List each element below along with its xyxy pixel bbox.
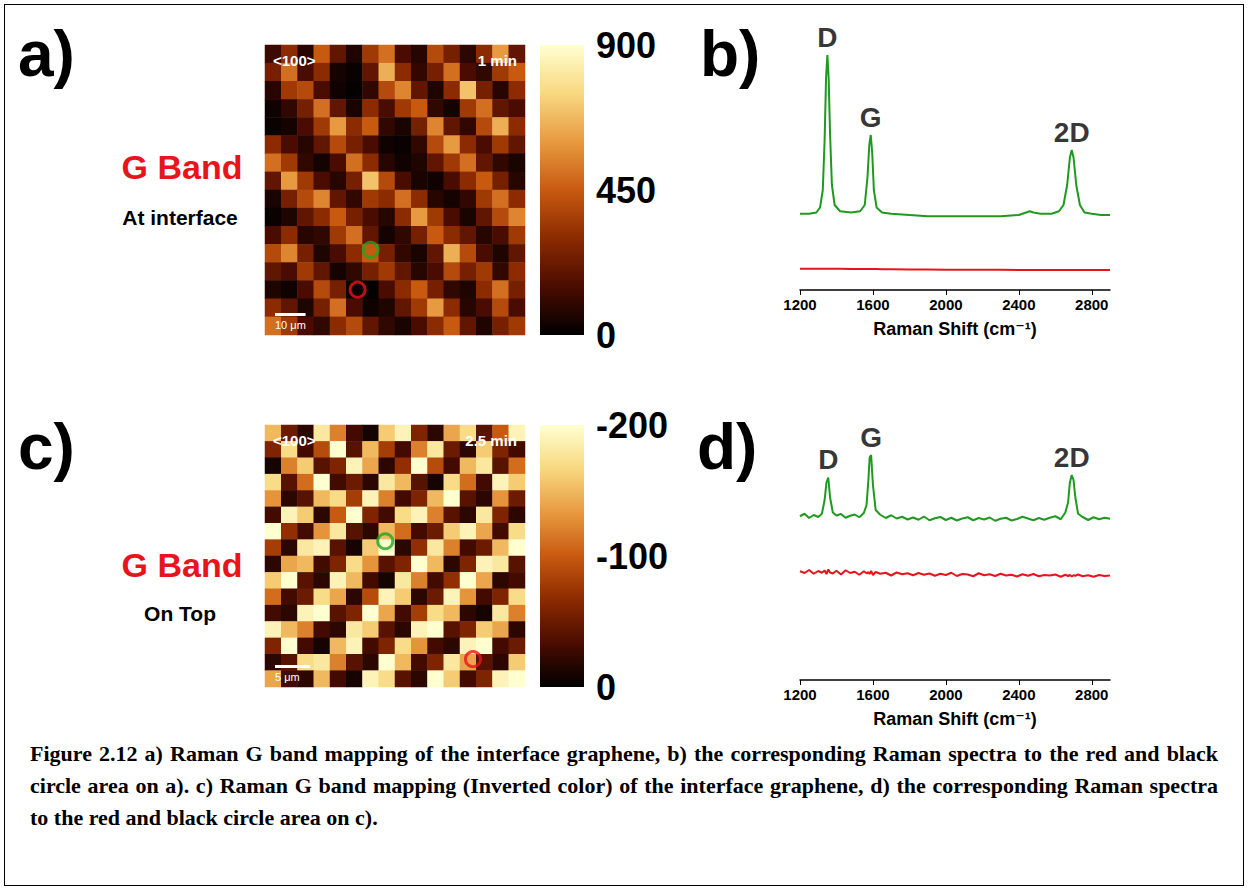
svg-text:450: 450	[596, 170, 656, 211]
svg-text:2D: 2D	[1054, 442, 1090, 473]
svg-text:1600: 1600	[856, 296, 889, 313]
svg-text:0: 0	[596, 667, 616, 708]
svg-text:0: 0	[596, 315, 616, 356]
svg-text:G Band: G Band	[122, 546, 243, 584]
svg-text:b): b)	[700, 18, 760, 90]
svg-text:G: G	[860, 422, 882, 453]
svg-text:1200: 1200	[783, 686, 816, 703]
svg-text:D: D	[817, 22, 837, 53]
svg-text:2000: 2000	[929, 686, 962, 703]
svg-text:2400: 2400	[1002, 296, 1035, 313]
svg-text:G: G	[860, 102, 882, 133]
svg-text:10 μm: 10 μm	[275, 319, 306, 331]
svg-text:1 min: 1 min	[478, 52, 517, 69]
svg-text:c): c)	[18, 411, 75, 483]
svg-text:Raman Shift (cm⁻¹): Raman Shift (cm⁻¹)	[873, 319, 1037, 339]
svg-text:-200: -200	[596, 405, 668, 446]
svg-text:2400: 2400	[1002, 686, 1035, 703]
svg-text:D: D	[818, 444, 838, 475]
html-text:Figure 2.12 a) Raman G band ma: Figure 2.12 a) Raman G band mapping of t…	[30, 741, 1218, 830]
svg-text:On Top: On Top	[144, 602, 216, 625]
svg-text:Raman Shift (cm⁻¹): Raman Shift (cm⁻¹)	[873, 709, 1037, 729]
svg-text:2D: 2D	[1054, 117, 1090, 148]
svg-text:a): a)	[18, 18, 75, 90]
svg-text:At interface: At interface	[122, 206, 238, 229]
svg-text:-100: -100	[596, 536, 668, 577]
svg-text:5 μm: 5 μm	[275, 671, 300, 683]
svg-text:2000: 2000	[929, 296, 962, 313]
svg-text:2.5 min: 2.5 min	[465, 432, 517, 449]
svg-text:<100>: <100>	[273, 52, 316, 69]
svg-text:2800: 2800	[1075, 296, 1108, 313]
svg-text:G Band: G Band	[122, 148, 243, 186]
svg-text:d): d)	[697, 411, 757, 483]
svg-text:900: 900	[596, 25, 656, 66]
svg-text:2800: 2800	[1075, 686, 1108, 703]
svg-text:1200: 1200	[783, 296, 816, 313]
svg-text:1600: 1600	[856, 686, 889, 703]
svg-text:<100>: <100>	[273, 432, 316, 449]
